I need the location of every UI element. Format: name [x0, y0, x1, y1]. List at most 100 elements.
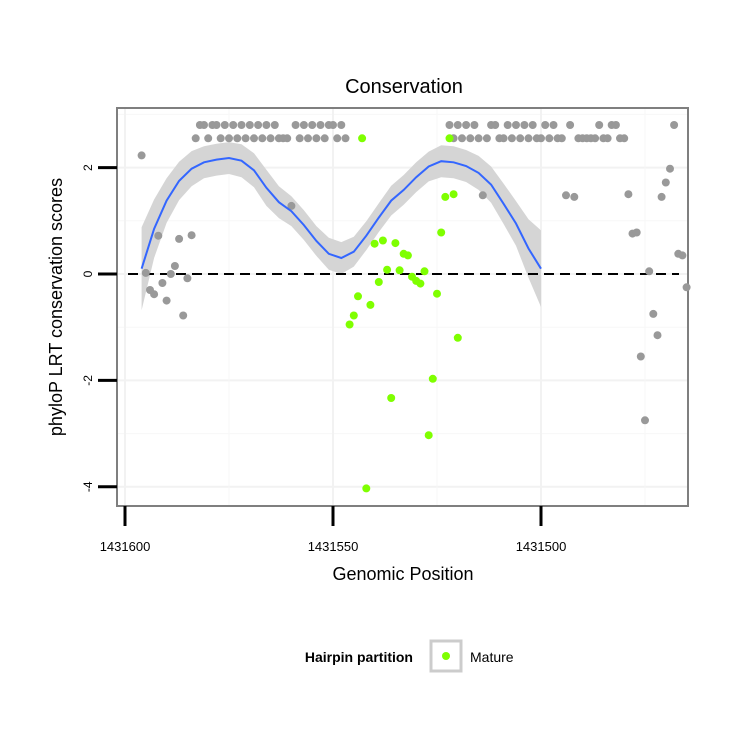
- y-tick-label: 2: [81, 164, 95, 171]
- data-point-other: [474, 134, 483, 143]
- data-point-other: [453, 121, 462, 129]
- data-point-other: [591, 134, 600, 143]
- data-point-other: [445, 121, 454, 129]
- data-point-other: [620, 134, 629, 143]
- legend: Hairpin partition Mature: [305, 639, 514, 673]
- data-point-other: [562, 191, 570, 200]
- y-tick-label: 0: [81, 270, 95, 277]
- data-point-other: [291, 121, 300, 129]
- legend-mature-marker: [442, 652, 450, 660]
- data-point-other: [670, 121, 679, 129]
- legend-label-mature: Mature: [470, 649, 514, 665]
- data-point-other: [649, 309, 658, 318]
- data-point-other: [661, 178, 670, 187]
- data-point-other: [624, 190, 633, 199]
- data-point-other: [653, 331, 662, 340]
- data-point-other: [225, 134, 233, 143]
- data-point-other: [233, 134, 242, 143]
- data-point-mature: [358, 134, 367, 143]
- data-point-other: [503, 121, 512, 129]
- data-point-mature: [428, 374, 437, 383]
- data-point-other: [645, 267, 654, 276]
- data-point-other: [491, 121, 500, 129]
- data-point-other: [179, 311, 188, 320]
- data-point-mature: [424, 431, 433, 440]
- data-point-other: [545, 134, 554, 143]
- data-point-other: [245, 121, 254, 129]
- data-point-other: [512, 121, 520, 129]
- data-point-other: [333, 134, 342, 143]
- y-axis-label: phyloP LRT conservation scores: [46, 178, 66, 436]
- data-point-other: [657, 192, 666, 201]
- smooth-curve: [140, 156, 542, 270]
- data-point-other: [458, 134, 466, 143]
- data-point-mature: [420, 267, 429, 276]
- data-point-other: [212, 121, 221, 129]
- data-point-other: [241, 134, 250, 143]
- grid-lines: [118, 109, 687, 505]
- data-point-other: [541, 121, 550, 129]
- data-point-other: [524, 134, 533, 143]
- data-point-other: [636, 352, 645, 361]
- data-point-other: [266, 134, 275, 143]
- data-point-other: [316, 121, 325, 129]
- data-points: [137, 121, 691, 493]
- data-point-other: [499, 134, 508, 143]
- data-point-other: [341, 134, 350, 143]
- data-point-mature: [449, 190, 458, 199]
- data-point-other: [158, 279, 167, 287]
- data-point-other: [216, 134, 225, 143]
- chart-title: Conservation: [345, 76, 463, 98]
- data-point-other: [329, 121, 337, 129]
- data-point-mature: [383, 265, 392, 274]
- data-point-mature: [387, 394, 396, 402]
- data-point-other: [603, 134, 612, 143]
- data-point-mature: [354, 292, 362, 301]
- data-point-mature: [370, 239, 379, 248]
- data-point-other: [611, 121, 620, 129]
- data-point-other: [187, 231, 196, 240]
- data-point-other: [595, 121, 604, 129]
- data-point-other: [666, 164, 674, 173]
- data-point-other: [312, 134, 321, 143]
- data-point-other: [520, 121, 529, 129]
- data-point-mature: [403, 251, 412, 260]
- data-point-other: [166, 270, 175, 278]
- data-point-mature: [441, 192, 450, 201]
- data-point-other: [258, 134, 267, 143]
- data-point-other: [641, 416, 649, 425]
- data-point-other: [570, 192, 579, 201]
- x-axis: 1431600 1431550 1431500: [100, 506, 567, 554]
- data-point-mature: [445, 134, 454, 143]
- data-point-other: [237, 121, 246, 129]
- data-point-other: [162, 296, 171, 305]
- data-point-other: [320, 134, 329, 143]
- data-point-other: [154, 231, 163, 240]
- data-point-mature: [395, 266, 404, 275]
- data-point-other: [295, 134, 304, 143]
- data-point-other: [478, 191, 487, 200]
- data-point-other: [466, 134, 475, 143]
- data-point-other: [516, 134, 525, 143]
- data-point-other: [150, 290, 159, 299]
- data-point-other: [507, 134, 516, 143]
- data-point-other: [141, 268, 150, 277]
- data-point-mature: [362, 484, 371, 493]
- data-point-other: [304, 134, 312, 143]
- x-tick-label: 1431600: [100, 539, 151, 554]
- smooth-line: [140, 156, 542, 270]
- data-point-other: [537, 134, 545, 143]
- data-point-mature: [374, 278, 383, 286]
- data-point-other: [470, 121, 479, 129]
- data-point-other: [254, 121, 263, 129]
- data-point-mature: [391, 239, 400, 248]
- data-point-other: [549, 121, 558, 129]
- data-point-mature: [453, 333, 462, 342]
- x-tick-label: 1431500: [516, 539, 567, 554]
- data-point-mature: [366, 300, 375, 309]
- data-point-other: [337, 121, 346, 129]
- data-point-other: [270, 121, 279, 129]
- data-point-other: [220, 121, 229, 129]
- data-point-other: [482, 134, 491, 143]
